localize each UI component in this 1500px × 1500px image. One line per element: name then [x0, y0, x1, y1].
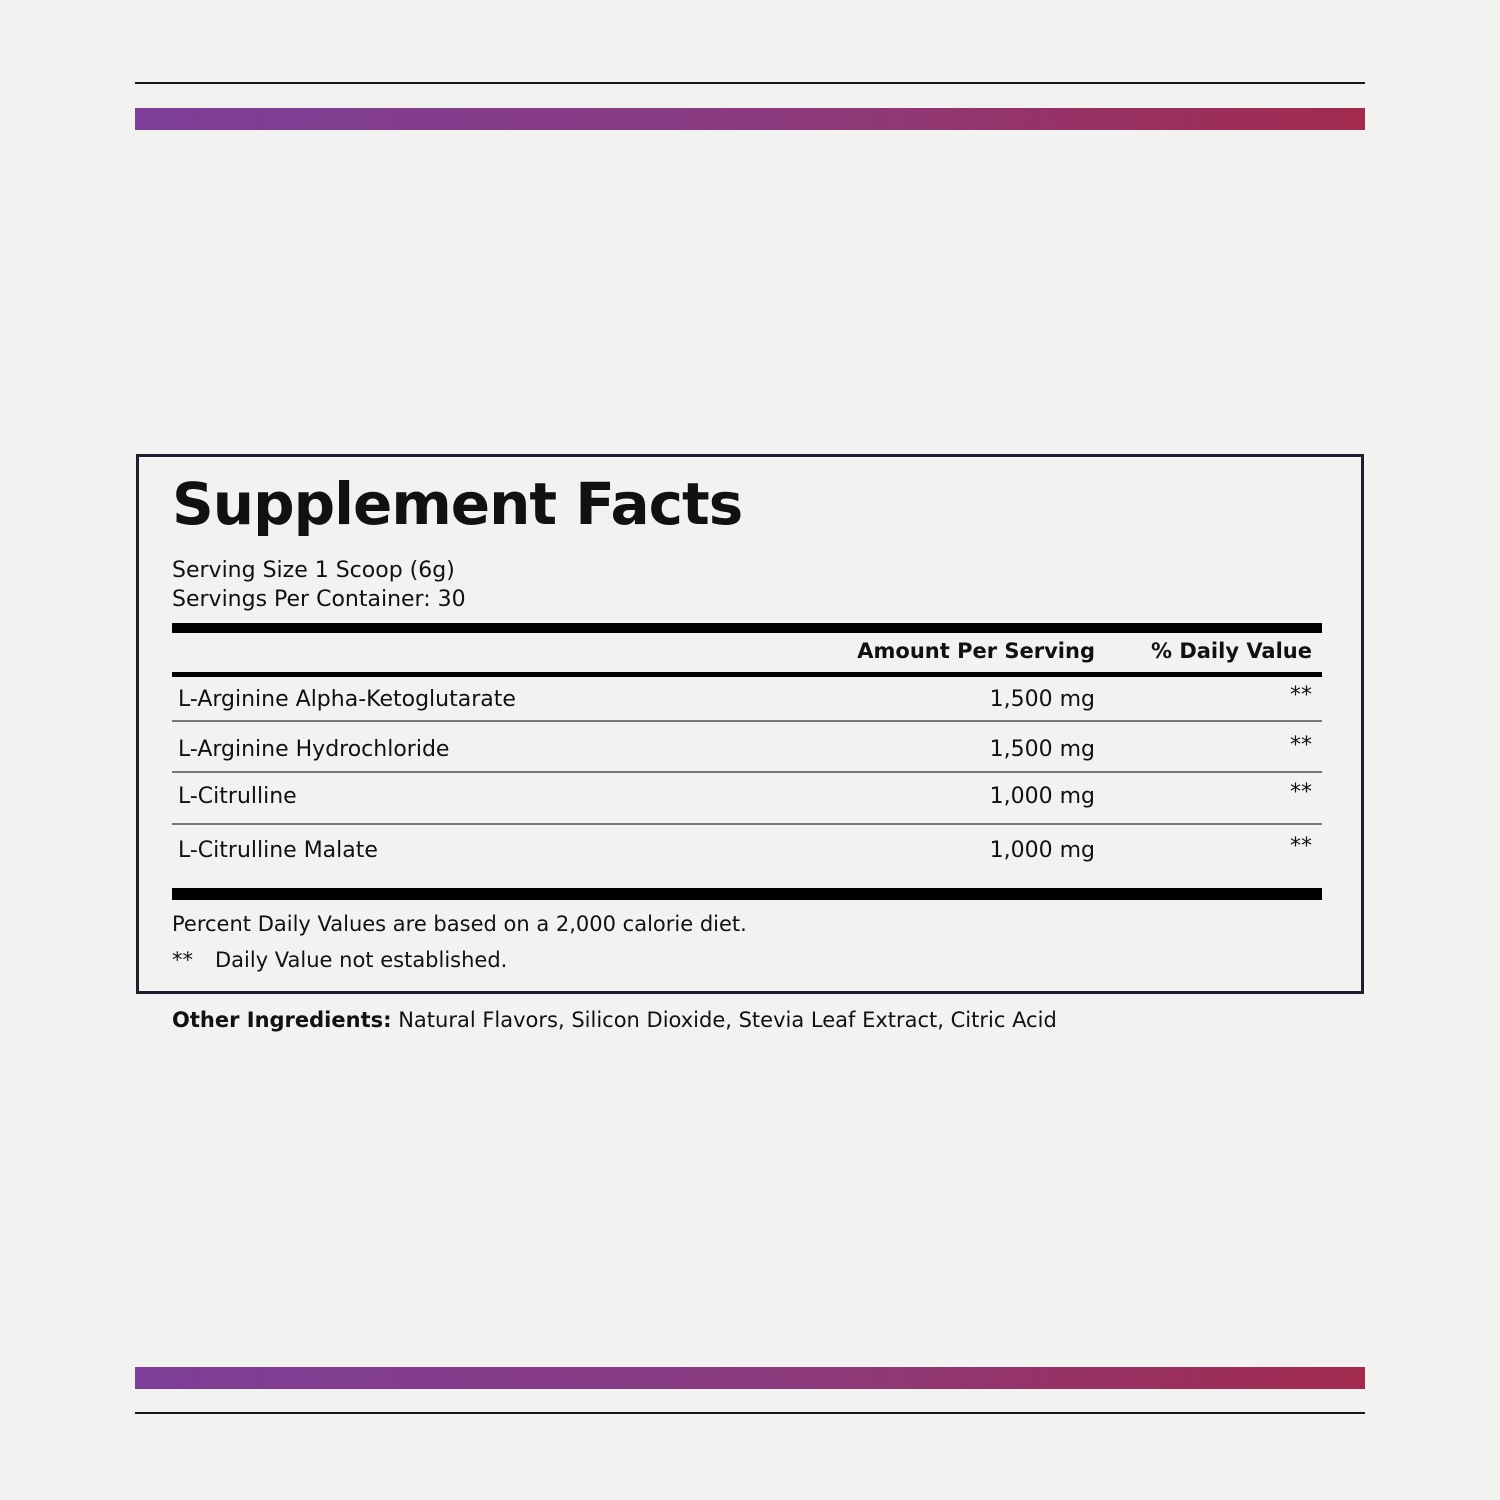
servings-per-container: Servings Per Container: 30	[172, 587, 466, 612]
header-divider	[172, 672, 1322, 677]
row-divider	[172, 771, 1322, 773]
ingredient-name: L-Arginine Alpha-Ketoglutarate	[178, 687, 516, 712]
footnote-dv: Daily Value not established.	[215, 948, 508, 972]
panel-title: Supplement Facts	[172, 470, 743, 538]
serving-size: Serving Size 1 Scoop (6g)	[172, 558, 455, 583]
ingredient-name: L-Arginine Hydrochloride	[178, 737, 450, 762]
table-row: L-Citrulline Malate 1,000 mg **	[172, 834, 1322, 868]
top-gradient-bar	[135, 108, 1365, 130]
other-ingredients-value: Natural Flavors, Silicon Dioxide, Stevia…	[398, 1008, 1057, 1032]
thick-divider	[172, 888, 1322, 900]
row-divider	[172, 823, 1322, 825]
ingredient-amount: 1,000 mg	[989, 838, 1095, 863]
top-rule	[135, 82, 1365, 84]
row-divider	[172, 720, 1322, 722]
ingredient-name: L-Citrulline Malate	[178, 838, 378, 863]
ingredient-amount: 1,000 mg	[989, 784, 1095, 809]
ingredient-dv: **	[1290, 780, 1312, 805]
bottom-rule	[135, 1412, 1365, 1414]
other-ingredients: Other Ingredients: Natural Flavors, Sili…	[172, 1008, 1057, 1032]
supplement-facts-panel	[136, 454, 1364, 994]
table-row: L-Citrulline 1,000 mg **	[172, 780, 1322, 814]
ingredient-dv: **	[1290, 733, 1312, 758]
ingredient-amount: 1,500 mg	[989, 687, 1095, 712]
table-row: L-Arginine Alpha-Ketoglutarate 1,500 mg …	[172, 683, 1322, 717]
ingredient-dv: **	[1290, 834, 1312, 859]
ingredient-name: L-Citrulline	[178, 784, 297, 809]
bottom-gradient-bar	[135, 1367, 1365, 1389]
header-amount: Amount Per Serving	[857, 639, 1095, 663]
footnote-marker: **	[172, 948, 193, 972]
thick-divider	[172, 623, 1322, 633]
ingredient-dv: **	[1290, 683, 1312, 708]
table-row: L-Arginine Hydrochloride 1,500 mg **	[172, 733, 1322, 767]
ingredient-amount: 1,500 mg	[989, 737, 1095, 762]
header-daily-value: % Daily Value	[1150, 639, 1312, 663]
other-ingredients-label: Other Ingredients:	[172, 1008, 392, 1032]
footnote-percent: Percent Daily Values are based on a 2,00…	[172, 912, 747, 936]
